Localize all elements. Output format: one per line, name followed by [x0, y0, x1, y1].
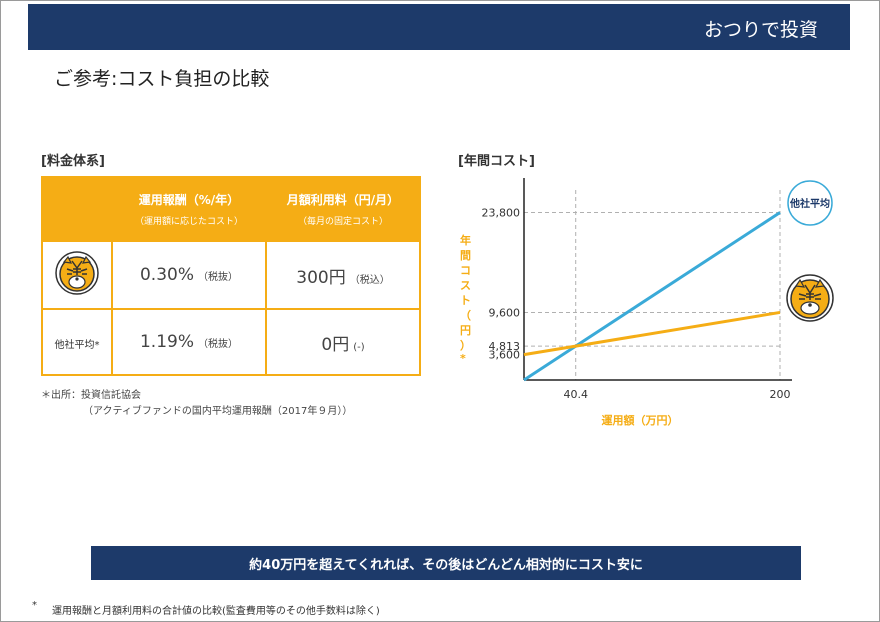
ylabel-char: （: [460, 309, 471, 322]
ylabel-char: ス: [460, 279, 471, 292]
header-banner: おつりで投資: [28, 4, 850, 50]
tiger-logo-cell: [41, 240, 113, 310]
header-monthly-subtitle: （毎月の固定コスト）: [297, 217, 388, 227]
header-fee-subtitle: （運用額に応じたコスト）: [134, 217, 243, 227]
ylabel-char: ）: [460, 339, 471, 352]
source-detail: （アクティブファンドの国内平均運用報酬（2017年９月））: [83, 406, 353, 417]
ylabel-char: コ: [460, 264, 471, 277]
fee-note: （税抜）: [198, 272, 238, 283]
fee-value: 0.30%: [139, 265, 194, 285]
tiger-chart-icon: [786, 274, 834, 322]
source-note-line: ＊出所：投資信託協会: [41, 390, 141, 401]
fee-table-title: [料金体系]: [41, 154, 105, 169]
other-average-label: 他社平均*: [54, 339, 100, 351]
monthly-note: (-): [353, 341, 365, 353]
monthly-value-cell: 300円 （税込）: [265, 240, 421, 310]
monthly-value: 300円: [296, 267, 346, 288]
guide-lines: [524, 190, 781, 380]
header-corner: [41, 176, 113, 242]
competitor-series-label: 他社平均: [789, 197, 830, 210]
message-text: 約40万円を超えてくれれば、その後はどんどん相対的にコスト安に: [249, 558, 643, 573]
y-tick-label: 4,813: [489, 340, 521, 353]
ylabel-char: *: [460, 352, 466, 365]
header-fee-title: 運用報酬（%/年）: [138, 193, 240, 207]
message-banner: 約40万円を超えてくれれば、その後はどんどん相対的にコスト安に: [91, 546, 801, 580]
slide-subtitle: ご参考:コスト負担の比較: [54, 68, 270, 90]
monthly-value-cell: 0円 (-): [265, 308, 421, 376]
ylabel-char: 間: [460, 249, 471, 262]
x-tick-labels: 40.4 200: [563, 388, 790, 401]
source-note: ＊出所：投資信託協会 （アクティブファンドの国内平均運用報酬（2017年９月））: [41, 388, 352, 420]
competitor-badge: 他社平均: [787, 180, 833, 226]
y-tick-label: 9,600: [489, 306, 521, 319]
ylabel-char: 円: [460, 324, 471, 337]
other-label-cell: 他社平均*: [41, 308, 113, 376]
x-tick-label: 200: [770, 388, 791, 401]
tiger-logo-icon: [55, 251, 99, 295]
header-monthly-title: 月額利用料（円/月）: [286, 193, 400, 207]
competitor-badge-circle: [787, 180, 833, 226]
footnote-text: 運用報酬と月額利用料の合計値の比較(監査費用等のその他手数料は除く): [52, 606, 380, 617]
footnote-bullet: *: [32, 600, 37, 611]
series-lines: [523, 211, 781, 382]
fee-note: （税抜）: [198, 339, 238, 350]
ylabel-char: 年: [460, 234, 471, 247]
otsuri-series-line: [523, 310, 781, 357]
table-row: 0.30% （税抜） 300円 （税込）: [41, 240, 421, 310]
y-tick-label: 3,600: [489, 349, 521, 362]
fee-value-cell: 0.30% （税抜）: [111, 240, 267, 310]
chart-title: [年間コスト]: [458, 154, 535, 169]
table-row: 他社平均* 1.19% （税抜） 0円 (-): [41, 308, 421, 376]
fee-value: 1.19%: [139, 332, 194, 352]
brand-title: おつりで投資: [703, 19, 818, 41]
monthly-note: （税込）: [349, 274, 390, 286]
y-tick-label: 23,800: [482, 207, 521, 220]
header-monthly: 月額利用料（円/月） （毎月の固定コスト）: [265, 176, 421, 242]
fee-table: 運用報酬（%/年） （運用額に応じたコスト） 月額利用料（円/月） （毎月の固定…: [41, 176, 421, 376]
monthly-value: 0円: [321, 334, 350, 355]
competitor-series-line: [523, 211, 781, 382]
header-fee: 運用報酬（%/年） （運用額に応じたコスト）: [111, 176, 267, 242]
x-tick-label: 40.4: [563, 388, 588, 401]
fee-value-cell: 1.19% （税抜）: [111, 308, 267, 376]
chart-xlabel: 運用額（万円）: [602, 413, 679, 427]
ylabel-char: ト: [460, 294, 471, 307]
